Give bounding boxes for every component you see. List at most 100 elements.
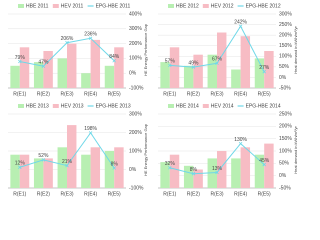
legend-label: HEV 2012 bbox=[211, 3, 234, 9]
bar bbox=[169, 154, 180, 188]
bar bbox=[67, 43, 77, 88]
legend-label: EPG-HBE 2011 bbox=[96, 3, 131, 9]
bar bbox=[254, 154, 265, 188]
marker bbox=[215, 61, 219, 66]
legend-label: HBE 2012 bbox=[176, 3, 199, 9]
x-tick-label: R(E3) bbox=[210, 91, 223, 97]
bar bbox=[254, 58, 265, 88]
marker bbox=[191, 65, 196, 69]
y2-tick-label: 400% bbox=[129, 11, 142, 17]
y2-tick-label: 0% bbox=[279, 75, 287, 81]
bar bbox=[207, 54, 217, 88]
data-label: 79% bbox=[15, 55, 26, 61]
bar bbox=[10, 65, 20, 88]
bar bbox=[217, 32, 227, 88]
legend-swatch bbox=[168, 4, 174, 8]
bar bbox=[19, 47, 30, 88]
x-tick-label: R(E5) bbox=[258, 191, 271, 197]
y2-tick-label: 250% bbox=[279, 22, 292, 28]
y2-tick-label: -100% bbox=[129, 185, 144, 191]
bar bbox=[264, 51, 274, 88]
data-label: 32% bbox=[165, 161, 176, 167]
data-label: 57% bbox=[165, 59, 176, 65]
bar bbox=[90, 39, 101, 88]
x-tick-label: R(E2) bbox=[187, 91, 200, 97]
marker bbox=[88, 131, 93, 135]
legend-label: HEV 2013 bbox=[61, 103, 84, 109]
y2-tick-label: -50% bbox=[279, 185, 291, 191]
x-tick-label: R(E5) bbox=[108, 91, 121, 97]
legend-swatch bbox=[52, 104, 59, 108]
legend-label: HBE 2013 bbox=[26, 103, 49, 109]
y2-tick-label: 100% bbox=[129, 148, 142, 154]
y2-tick-label: 100% bbox=[279, 148, 292, 154]
bar bbox=[104, 151, 115, 188]
bar bbox=[169, 47, 180, 88]
bar bbox=[193, 169, 203, 188]
y2-tick-label: 200% bbox=[279, 32, 292, 38]
y2-tick-label: 0% bbox=[129, 71, 137, 77]
x-tick-label: R(E3) bbox=[210, 191, 223, 197]
data-label: 198% bbox=[84, 126, 97, 132]
y2-tick-label: 0% bbox=[279, 173, 287, 179]
x-tick-label: R(E4) bbox=[234, 191, 247, 197]
x-tick-label: R(E2) bbox=[37, 91, 50, 97]
y2-axis-title: HE Energy Performance Gap bbox=[143, 23, 148, 76]
y2-tick-label: 200% bbox=[279, 124, 292, 130]
bar bbox=[33, 62, 44, 88]
y2-tick-label: -100% bbox=[129, 85, 144, 91]
legend-label: EPG-HBE 2012 bbox=[246, 3, 281, 9]
legend-label: EPG-HBE 2014 bbox=[246, 103, 281, 109]
data-label: 47% bbox=[38, 60, 49, 66]
data-label: 13% bbox=[212, 166, 223, 172]
marker bbox=[191, 171, 196, 176]
y2-tick-label: 50% bbox=[279, 161, 290, 167]
bar bbox=[33, 158, 44, 188]
data-label: 8% bbox=[111, 161, 119, 167]
marker bbox=[238, 24, 243, 29]
data-label: 52% bbox=[38, 153, 49, 159]
bar bbox=[160, 162, 170, 188]
marker bbox=[238, 141, 243, 146]
marker bbox=[88, 36, 93, 41]
marker bbox=[18, 59, 22, 64]
bar bbox=[240, 36, 251, 88]
bar bbox=[231, 158, 241, 188]
x-tick-label: R(E5) bbox=[258, 91, 271, 97]
x-tick-label: R(E1) bbox=[13, 91, 26, 97]
bar bbox=[183, 65, 194, 88]
x-tick-label: R(E1) bbox=[163, 91, 176, 97]
data-label: 206% bbox=[61, 36, 74, 42]
x-tick-label: R(E1) bbox=[163, 191, 176, 197]
bar bbox=[57, 147, 67, 188]
y2-tick-label: 200% bbox=[129, 130, 142, 136]
bar bbox=[19, 154, 30, 188]
legend-label: HBE 2014 bbox=[176, 103, 199, 109]
x-tick-label: R(E2) bbox=[187, 191, 200, 197]
x-tick-label: R(E4) bbox=[84, 191, 97, 197]
bar bbox=[193, 54, 203, 88]
y2-tick-label: -50% bbox=[279, 85, 291, 91]
marker bbox=[168, 63, 172, 68]
legend-swatch bbox=[202, 4, 209, 8]
data-label: 27% bbox=[259, 65, 270, 71]
x-tick-label: R(E4) bbox=[234, 91, 247, 97]
y2-axis-title: Heat demand in kWh/m²/yr bbox=[293, 126, 298, 174]
bar bbox=[90, 147, 101, 188]
marker bbox=[41, 158, 46, 162]
marker bbox=[262, 69, 266, 74]
page: {"chart_data":[ {"type":"bar","categorie… bbox=[8, 3, 299, 198]
bar bbox=[183, 165, 194, 188]
y2-tick-label: 250% bbox=[279, 111, 292, 117]
marker bbox=[168, 165, 172, 170]
bar bbox=[81, 154, 91, 188]
data-label: 130% bbox=[234, 137, 247, 143]
y2-tick-label: 300% bbox=[129, 26, 142, 32]
y2-tick-label: 300% bbox=[129, 111, 142, 117]
legend-swatch bbox=[52, 4, 59, 8]
y2-tick-label: 300% bbox=[279, 11, 292, 17]
data-label: 84% bbox=[109, 54, 120, 60]
bar bbox=[10, 154, 20, 188]
y2-axis-title: HE Energy Performance Gap bbox=[143, 123, 148, 176]
bar bbox=[57, 58, 67, 88]
